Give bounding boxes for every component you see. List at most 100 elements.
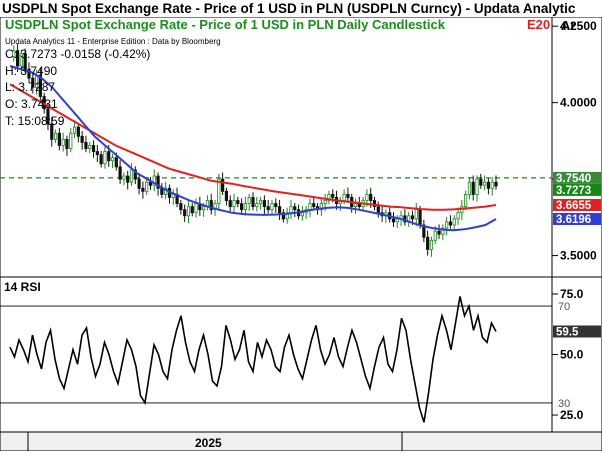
candle-body [331,194,335,198]
ohlc-open: O: 3.7431 [5,97,58,111]
candle-body [247,197,251,204]
candle-body [258,200,263,204]
candle-body [255,203,259,208]
candle-body [137,178,141,189]
candle-body [300,212,304,217]
candle-body [61,138,65,146]
price-tick-label: 4.0000 [560,96,597,110]
rsi-tick-label: 25.0 [560,408,584,422]
candle-body [160,187,164,195]
candle-body [433,230,437,241]
price-value-label: 3.6196 [556,214,591,226]
candle-body [452,218,456,226]
candle-body [410,215,415,220]
candle-body [471,181,475,195]
candle-body [274,203,278,208]
candle-body [243,203,248,211]
candle-body [486,181,491,189]
candle-body [270,203,274,211]
price-value-badge [553,213,601,226]
candle-body [456,212,460,220]
candle-body [27,68,31,79]
time-axis-label: 2025 [195,436,222,450]
price-value-badge [553,198,601,211]
candle-body [475,178,479,195]
candle-body [467,181,472,195]
candle-body [494,181,498,187]
candle-body [186,206,191,217]
candle-body [422,224,426,238]
window-title: USDPLN Spot Exchange Rate - Price of 1 U… [2,1,576,16]
time-axis [0,431,602,452]
candle-body [148,181,153,186]
source-note: Updata Analytics 11 - Enterprise Edition… [5,37,221,46]
candle-body [217,178,221,204]
candle-body [445,221,449,229]
candle-body [441,227,445,235]
candle-body [221,178,225,192]
candle-body [15,50,20,67]
candle-body [342,194,346,201]
candle-body [312,203,316,208]
candle-body [308,203,312,211]
candle-body [266,206,270,211]
candle-body [190,206,194,214]
candle-body [145,181,149,192]
candle-body [99,154,103,165]
rsi-line [9,296,497,423]
candle-body [31,77,35,88]
ohlc-low: L: 3.7287 [5,80,55,94]
candle-body [126,175,130,183]
price-value-badge [553,171,601,184]
candle-body [372,200,377,208]
price-tick-label: 4.2500 [560,19,597,33]
candle-body [323,200,327,204]
rsi-panel-frame [0,276,553,433]
price-value-label: 3.7540 [556,173,591,185]
candle-body [179,203,183,211]
candle-body [202,206,206,211]
ohlc-readout: C: 3.7273 -0.0158 (-0.42%) H: 3.7490 L: … [5,47,150,128]
rsi-tick-label: 50.0 [560,348,584,362]
candle-body [133,169,137,180]
candle-body [293,206,297,211]
candle-body [228,200,232,208]
candle-body [107,151,111,162]
ohlc-time: T: 15:08:59 [5,114,65,128]
candle-body [118,166,122,180]
candle-body [346,194,350,198]
candle-body [152,175,156,186]
candle-body [365,194,369,201]
candle-body [376,206,380,214]
candle-body [391,218,396,223]
candle-body [262,200,266,208]
ma-blue-line [9,64,497,232]
candle-body [114,157,118,168]
candle-body [353,203,358,208]
candle-body [429,239,434,250]
candle-body [65,138,69,149]
candle-body [240,203,244,211]
candle-body [183,209,187,217]
chart-subtitle: USDPLN Spot Exchange Rate - Price of 1 U… [5,17,446,32]
candle-body [414,209,418,220]
chart-frame: USDPLN Spot Exchange Rate - Price of 1 U… [0,16,602,452]
candle-body [46,108,50,125]
price-value-badge [553,183,601,196]
candle-body [50,123,54,140]
candle-body [437,230,441,235]
price-value-label: 3.6655 [556,200,592,212]
candle-body [141,187,145,192]
candle-body [479,178,483,186]
rsi-value-badge [553,325,601,338]
candle-body [236,200,240,204]
candle-body [57,132,61,146]
candle-body [490,181,494,189]
rsi-axis-frame [551,276,602,433]
rsi-guide-label: 30 [558,398,570,410]
rsi-guide-label: 70 [558,301,570,313]
ohlc-high: H: 3.7490 [5,64,57,78]
price-tick-label: 3.5000 [560,249,597,263]
candle-body [448,221,453,226]
candle-body [281,212,285,220]
